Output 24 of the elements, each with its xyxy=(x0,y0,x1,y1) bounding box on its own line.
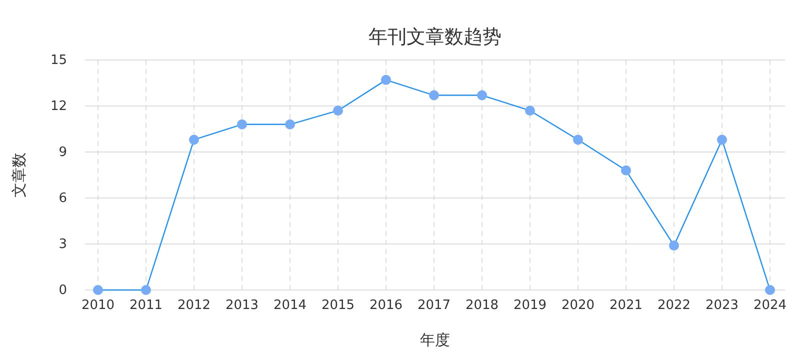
x-tick-label: 2014 xyxy=(273,298,307,313)
x-tick-label: 2016 xyxy=(369,298,403,313)
x-tick-label: 2012 xyxy=(177,298,211,313)
y-tick-label: 9 xyxy=(58,145,67,160)
x-tick-label: 2020 xyxy=(561,298,595,313)
x-tick-label: 2023 xyxy=(705,298,739,313)
y-tick-label: 12 xyxy=(50,99,67,114)
x-tick-label: 2017 xyxy=(417,298,451,313)
y-tick-label: 3 xyxy=(58,237,67,252)
y-axis-title: 文章数 xyxy=(10,152,28,198)
y-tick-label: 6 xyxy=(58,191,67,206)
y-tick-label: 15 xyxy=(50,53,67,68)
x-tick-label: 2024 xyxy=(753,298,787,313)
x-tick-label: 2021 xyxy=(609,298,643,313)
x-tick-label: 2010 xyxy=(81,298,115,313)
x-tick-label: 2018 xyxy=(465,298,499,313)
x-tick-label: 2011 xyxy=(129,298,163,313)
x-axis-title: 年度 xyxy=(420,331,450,349)
chart-title: 年刊文章数趋势 xyxy=(368,26,502,48)
x-tick-label: 2013 xyxy=(225,298,259,313)
x-tick-label: 2022 xyxy=(657,298,691,313)
x-tick-label: 2019 xyxy=(513,298,547,313)
y-tick-label: 0 xyxy=(58,283,67,298)
x-tick-label: 2015 xyxy=(321,298,355,313)
